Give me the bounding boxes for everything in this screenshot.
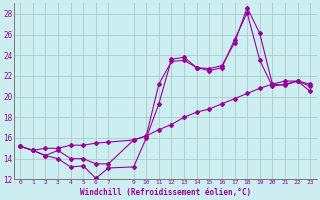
X-axis label: Windchill (Refroidissement éolien,°C): Windchill (Refroidissement éolien,°C) bbox=[80, 188, 251, 197]
